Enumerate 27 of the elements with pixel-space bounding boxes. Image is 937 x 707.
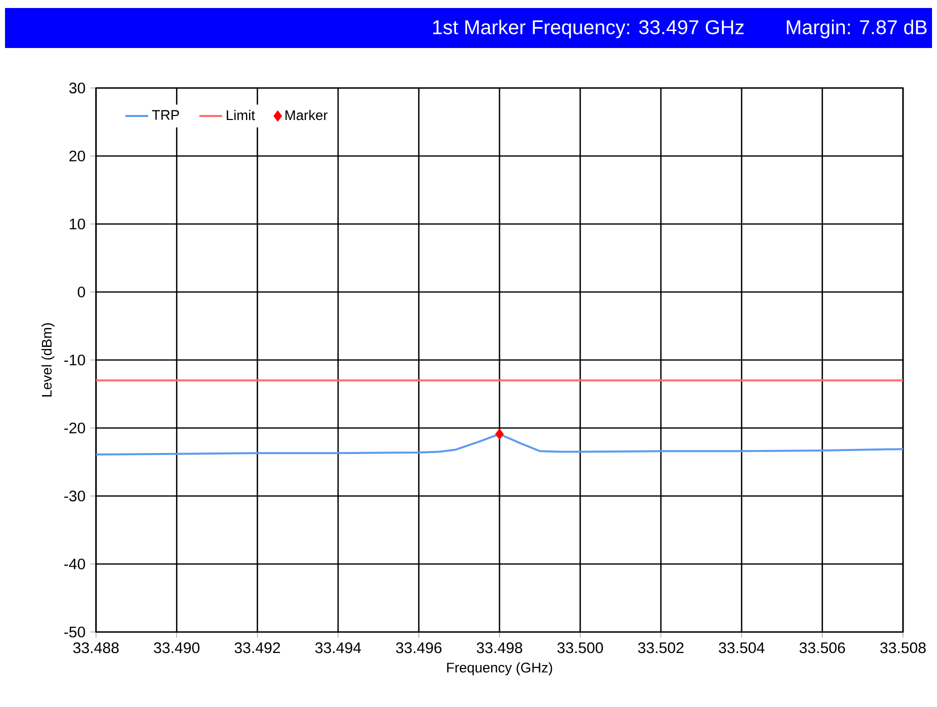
y-tick-label: 0 [78, 286, 86, 298]
x-tick-label: 33.500 [557, 642, 603, 654]
legend-label: TRP [152, 110, 179, 120]
x-tick-label: 33.506 [800, 642, 845, 654]
y-tick-label: -30 [64, 490, 86, 502]
legend-label: Limit [226, 110, 255, 120]
x-tick-label: 33.492 [234, 642, 280, 654]
x-tick-label: 33.494 [315, 642, 361, 654]
x-tick-label: 33.498 [476, 642, 522, 654]
chart-subtitle: Margin: 7.87 dB [786, 20, 927, 38]
y-tick-label: 10 [70, 218, 86, 230]
legend-label: Marker [286, 110, 328, 120]
y-tick-label: -50 [64, 626, 86, 638]
y-axis-title: Level (dBm) [41, 323, 54, 396]
x-tick-label: 33.502 [638, 642, 684, 654]
x-tick-label: 33.488 [73, 642, 119, 654]
y-tick-label: -20 [64, 422, 86, 434]
x-tick-label: 33.504 [718, 642, 765, 654]
x-tick-label: 33.496 [396, 642, 442, 654]
y-tick-label: 20 [69, 150, 86, 162]
x-tick-label: 33.490 [154, 642, 200, 654]
y-tick-label: -40 [64, 558, 86, 570]
chart-title: 1st Marker Frequency: 33.497 GHz [433, 20, 744, 38]
x-tick-label: 33.508 [880, 642, 926, 654]
y-tick-label: -10 [64, 354, 86, 366]
x-axis-title: Frequency (GHz) [447, 662, 552, 676]
y-tick-label: 30 [69, 82, 86, 94]
